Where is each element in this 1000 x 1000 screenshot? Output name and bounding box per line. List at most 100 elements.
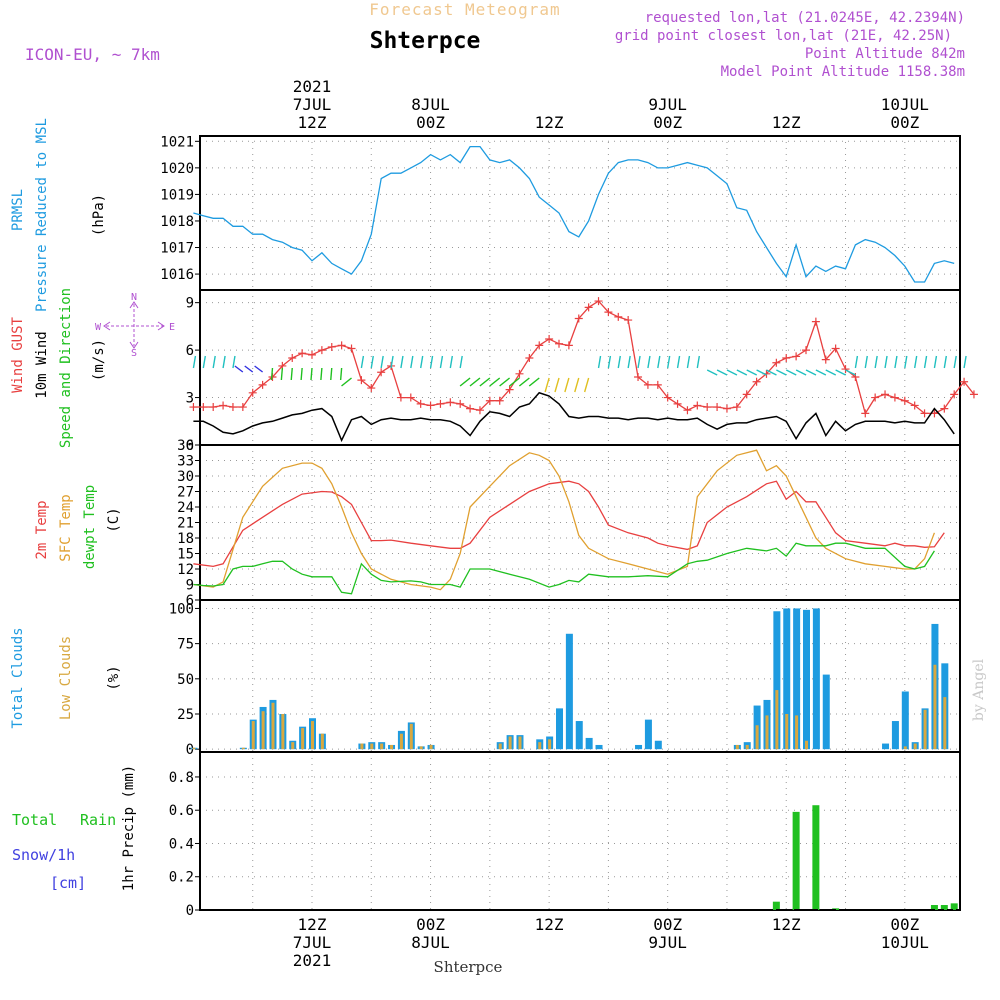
bottom-time-label: 12Z [772,915,801,934]
total-cloud-bar [793,608,801,750]
point-altitude: Point Altitude 842m [805,46,965,62]
wind-direction-arrow [232,355,236,369]
wind-direction-arrow [943,355,948,369]
gust-marker [209,403,218,412]
total-cloud-bar [822,674,830,750]
pressure-label-msl: Pressure Reduced to MSL [34,118,50,312]
precip-label-total: Total [12,811,57,829]
y-tick-label: 1021 [160,134,194,150]
wind-direction-arrow [380,355,384,369]
wind-direction-arrow [270,367,274,381]
gust-marker [357,376,366,385]
gust-marker [742,390,751,399]
low-cloud-bar [765,715,769,750]
precip-panel: 0 0.2 0.4 0.6 0.8 [169,751,961,919]
wind-speed-line [193,391,955,443]
gust-marker [871,393,880,402]
wind-direction-arrow [874,355,878,369]
gust-marker [564,341,573,350]
rain-bar [940,905,948,910]
gust-marker [624,316,633,325]
bottom-time-label: 00Z [416,915,445,934]
total-cloud-bar [901,691,909,750]
wind-direction-arrow [963,355,967,369]
low-cloud-bar [548,739,552,750]
top-time-label: 00Z [890,113,919,132]
credit-watermark: by Angel [971,658,987,721]
wind-label-10m: 10m Wind [34,331,50,398]
bottom-time-label: 12Z [535,915,564,934]
wind-direction-arrow [686,355,691,369]
wind-direction-arrow [518,377,530,387]
wind-direction-arrow [419,355,424,369]
y-tick-label: 12 [177,562,194,578]
gust-marker [693,401,702,410]
gust-marker [248,388,257,397]
wind-direction-arrow [280,367,284,381]
wind-direction-arrow [310,367,313,381]
y-tick-label: 6 [186,593,194,609]
gust-marker [792,352,801,361]
wind-direction-arrow [222,355,226,369]
total-cloud-bar [635,744,643,750]
gust-marker [317,346,326,355]
gust-marker [969,390,978,399]
y-tick-label: 1019 [160,187,194,203]
gust-marker [456,399,465,408]
y-tick-label: 75 [177,637,194,653]
gust-marker [219,401,228,410]
low-cloud-bar [360,743,364,750]
y-tick-label: 50 [177,672,194,688]
gust-marker [940,404,949,413]
gust-marker [653,380,662,389]
wind-direction-arrow [400,355,404,369]
low-cloud-bar [380,743,384,750]
wind-direction-arrow [904,355,908,369]
wind-direction-arrow [202,355,207,369]
total-cloud-bar [891,721,899,750]
pressure-unit: (hPa) [91,194,107,236]
wind-direction-arrow [212,355,216,369]
gust-marker [881,390,890,399]
low-cloud-bar [903,746,907,750]
gust-marker [831,344,840,353]
y-tick-label: 18 [177,531,194,547]
wind-direction-arrow [845,369,856,376]
clouds-label-low: Low Clouds [58,636,74,720]
top-time-label: 7JUL [293,95,332,114]
low-cloud-bar [913,743,917,750]
wind-direction-arrow [627,355,631,369]
gust-marker [663,393,672,402]
clouds-label-total: Total Clouds [10,627,26,728]
gust-marker [643,380,652,389]
low-cloud-bar [399,733,403,750]
gust-marker [308,350,316,359]
wind-direction-arrow [795,369,807,376]
gust-marker [683,406,692,415]
y-tick-label: 25 [177,707,194,723]
gust-marker [614,312,623,321]
clouds-panel: 0 25 50 75 100 [169,599,961,758]
gust-marker [475,406,484,415]
wind-direction-arrow [854,355,859,369]
wind-direction-arrow [637,355,641,369]
gust-marker [525,354,534,363]
gust-marker [426,401,435,410]
low-cloud-bar [301,728,305,750]
gust-marker [466,404,475,413]
low-cloud-bar [923,709,927,750]
wind-direction-arrow [300,367,303,381]
top-time-label: 8JUL [411,95,450,114]
gust-marker [634,372,643,381]
wind-direction-arrow [666,355,671,369]
wind-direction-arrow [597,355,602,369]
wind-label-direction: Speed and Direction [58,288,74,448]
wind-direction-arrow [785,369,797,376]
y-tick-label: 0.6 [169,803,194,819]
gust-marker [950,390,959,399]
top-time-label: 12Z [772,113,801,132]
gust-marker [802,346,810,355]
low-cloud-bar [805,740,808,750]
